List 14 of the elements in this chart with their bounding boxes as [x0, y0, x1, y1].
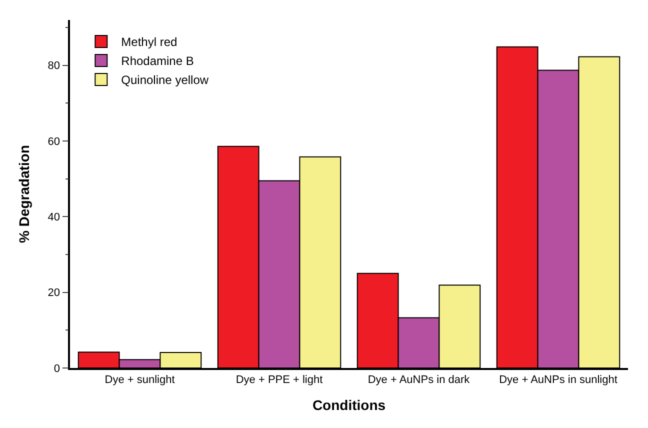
y-tick-label: 40	[48, 212, 60, 224]
y-tick-label: 20	[48, 287, 60, 300]
y-tick-label: 80	[48, 60, 60, 72]
y-tick-label: 60	[48, 136, 60, 148]
x-tick-label: Dye + AuNPs in dark	[368, 374, 470, 386]
legend-label: Rhodamine B	[121, 54, 194, 68]
x-tick-label: Dye + sunlight	[104, 374, 175, 386]
legend-label: Methyl red	[121, 35, 178, 50]
y-tick-label: 0	[54, 362, 60, 375]
x-tick-label: Dye + AuNPs in sunlight	[499, 374, 618, 386]
legend-label: Quinoline yellow	[121, 73, 209, 88]
x-axis-title: Conditions	[312, 396, 386, 413]
y-axis-title: % Degradation	[16, 144, 32, 244]
x-tick-label: Dye + PPE + light	[236, 374, 323, 386]
